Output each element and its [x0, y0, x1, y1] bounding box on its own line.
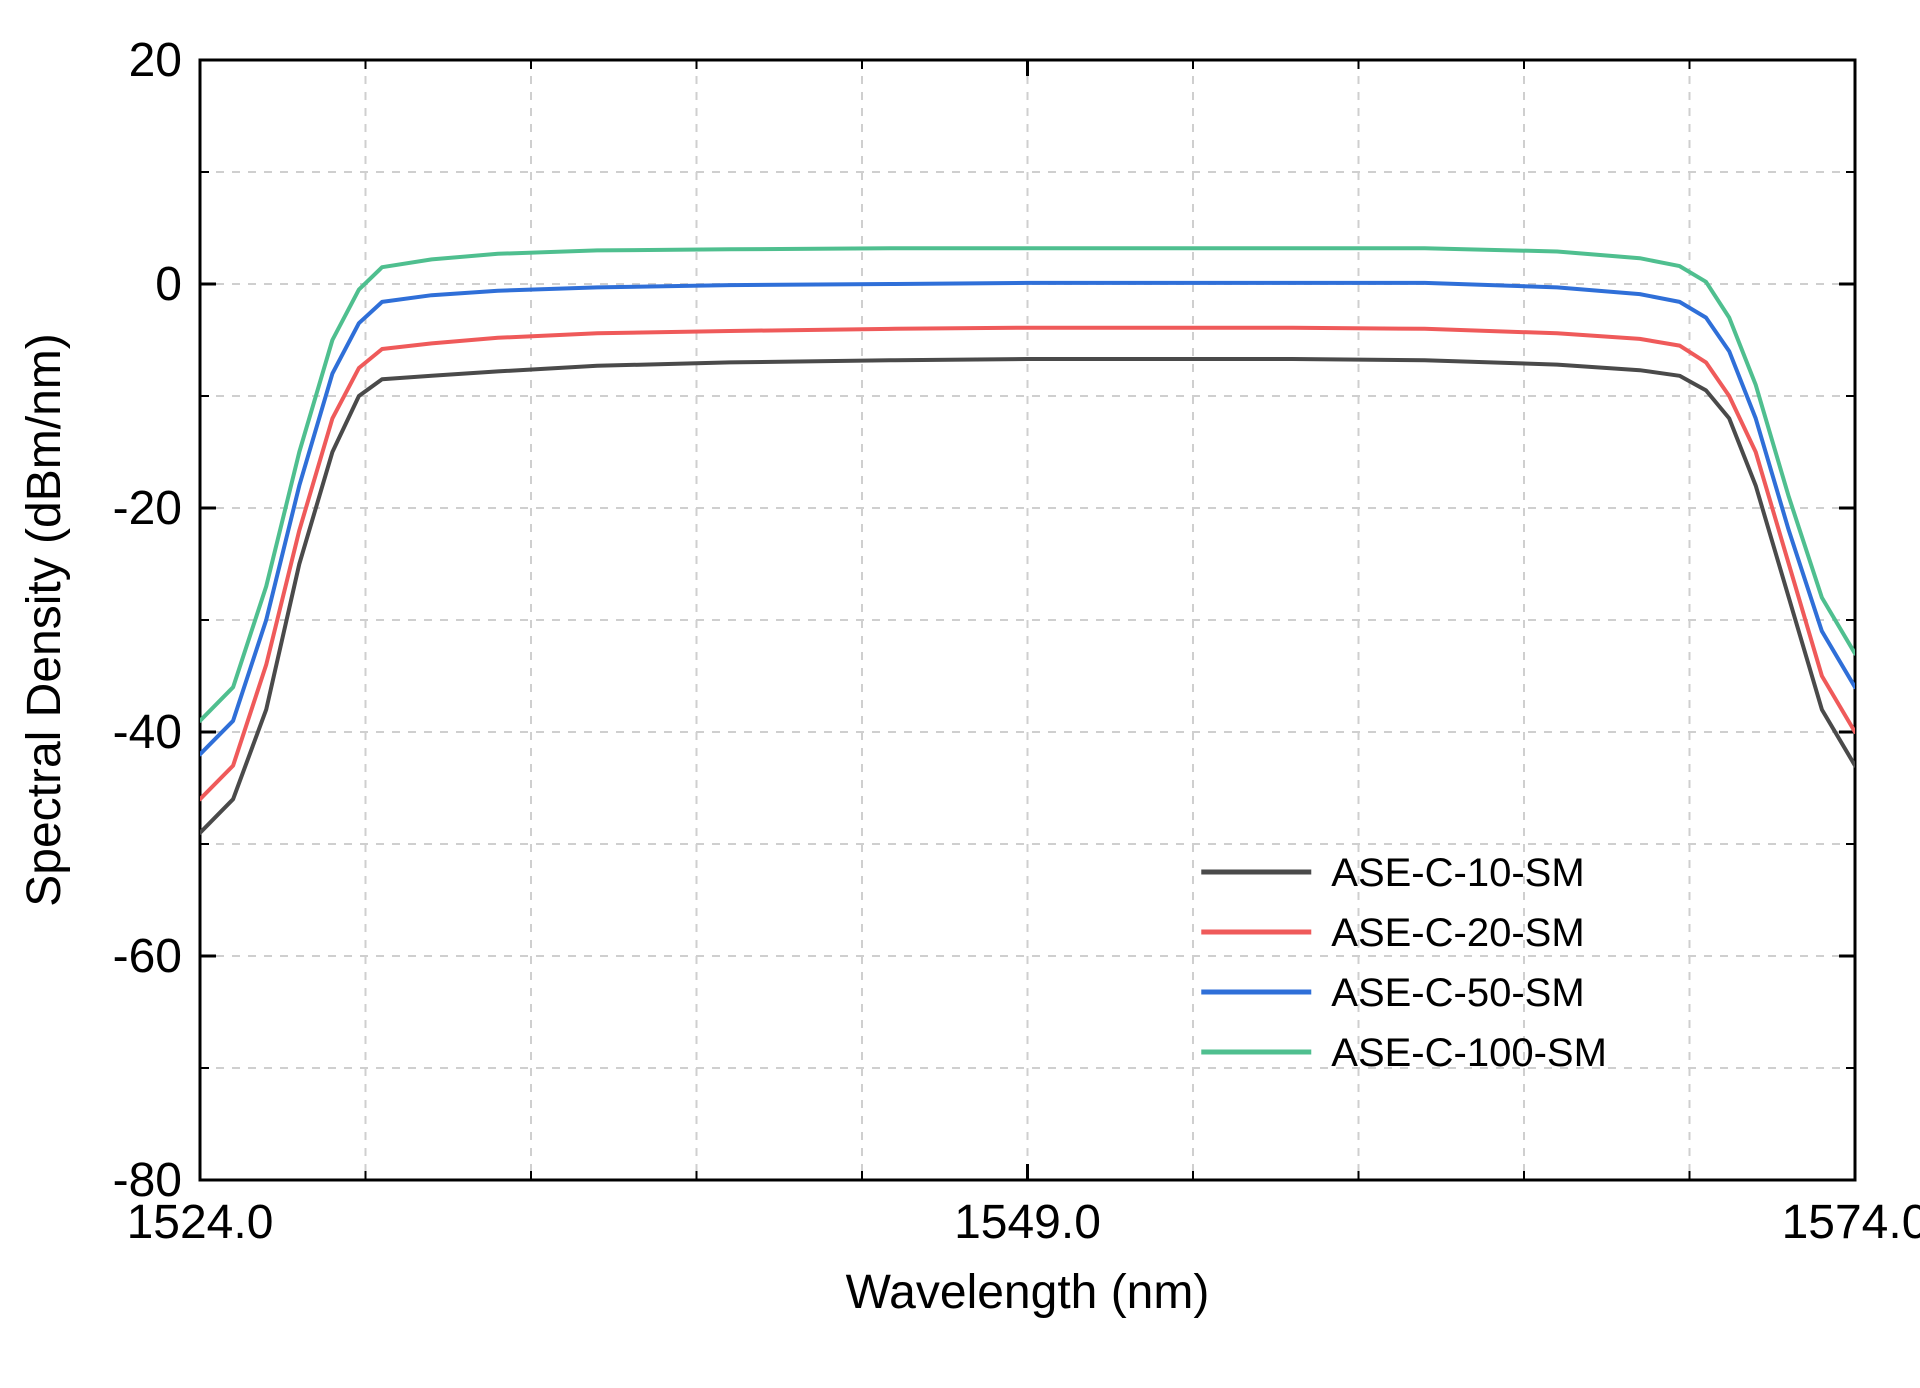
- x-tick-label: 1549.0: [954, 1196, 1101, 1249]
- y-tick-label: 20: [129, 34, 182, 87]
- chart-svg: 1524.01549.01574.0-80-60-40-20020Wavelen…: [0, 0, 1920, 1388]
- spectral-density-chart: 1524.01549.01574.0-80-60-40-20020Wavelen…: [0, 0, 1920, 1388]
- y-tick-label: -80: [113, 1154, 182, 1207]
- legend-label: ASE-C-50-SM: [1331, 971, 1584, 1015]
- y-tick-label: -40: [113, 706, 182, 759]
- legend-label: ASE-C-20-SM: [1331, 911, 1584, 955]
- y-tick-label: -20: [113, 482, 182, 535]
- x-axis-label: Wavelength (nm): [846, 1266, 1210, 1319]
- y-tick-label: -60: [113, 930, 182, 983]
- legend-label: ASE-C-10-SM: [1331, 851, 1584, 895]
- legend-label: ASE-C-100-SM: [1331, 1031, 1607, 1075]
- x-tick-label: 1574.0: [1782, 1196, 1920, 1249]
- y-axis-label: Spectral Density (dBm/nm): [18, 333, 71, 907]
- y-tick-label: 0: [155, 258, 182, 311]
